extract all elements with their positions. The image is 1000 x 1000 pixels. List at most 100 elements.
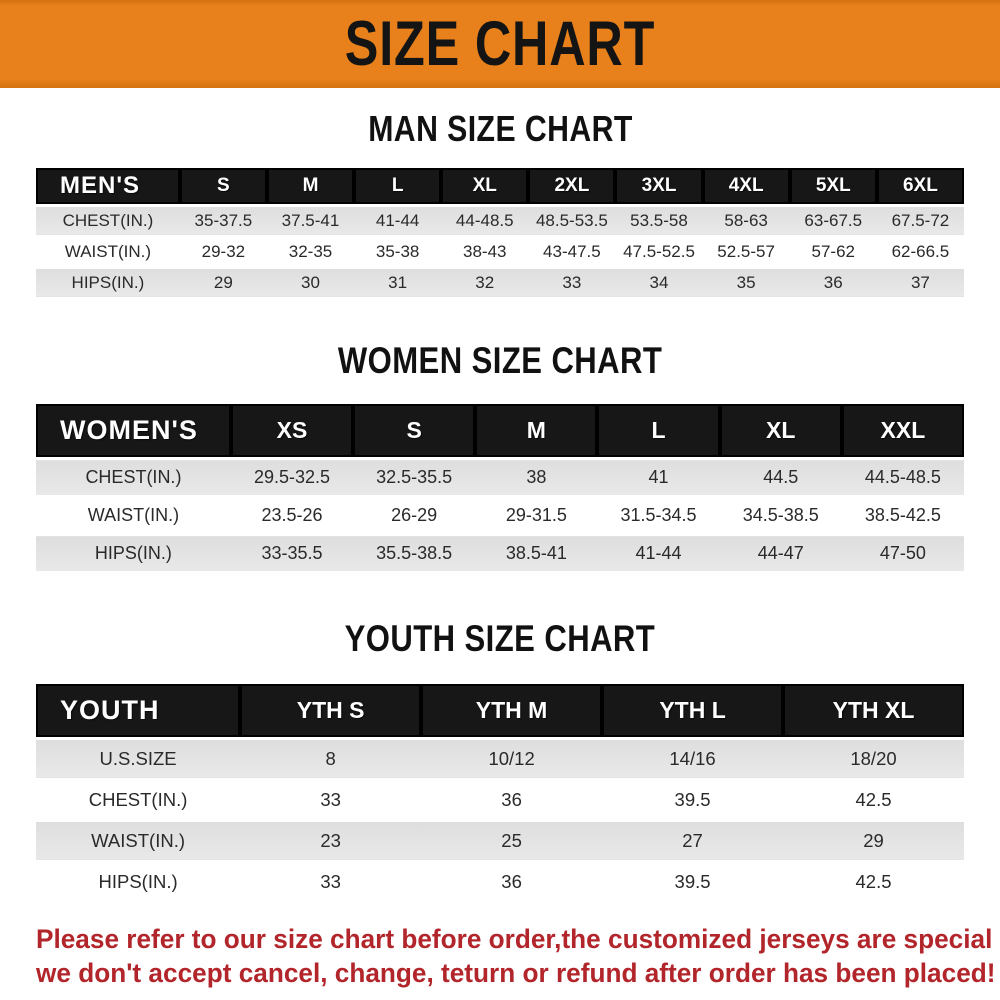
women-header-row: WOMEN'S XS S M L XL XXL	[36, 403, 964, 460]
women-size-chart-title: WOMEN SIZE CHART	[0, 340, 1000, 382]
women-hips-in-m: 38.5-41	[475, 534, 598, 574]
men-group-label: MEN'S	[36, 168, 180, 207]
women-waist-in-xl: 34.5-38.5	[719, 496, 842, 536]
women-hips-in-xl: 44-47	[719, 534, 842, 574]
women-row-chest-in: CHEST(IN.) 29.5-32.5 32.5-35.5 38 41 44.5 44.5…	[36, 458, 964, 498]
men-row-hips-in: HIPS(IN.) 29 30 31 32 33 34 35 36 37	[36, 267, 964, 300]
men-hips-in-3xl: 34	[615, 267, 703, 300]
men-header-row: MEN'S S M L XL 2XL 3XL 4XL 5XL 6XL	[36, 168, 964, 207]
youth-chest-in-yth-xl: 42.5	[783, 779, 964, 822]
men-chest-in-5xl: 63-67.5	[789, 205, 877, 238]
women-row-label: HIPS(IN.)	[36, 534, 231, 574]
women-waist-in-m: 29-31.5	[475, 496, 598, 536]
youth-row-waist-in: WAIST(IN.) 23 25 27 29	[36, 820, 964, 863]
men-hips-in-xl: 32	[441, 267, 529, 300]
men-size-table: MEN'S S M L XL 2XL 3XL 4XL 5XL 6XL CHEST(IN.) 35-37…	[36, 168, 964, 300]
youth-chest-in-yth-l: 39.5	[602, 779, 784, 822]
women-chest-in-l: 41	[597, 458, 720, 498]
men-hips-in-2xl: 33	[528, 267, 616, 300]
order-disclaimer-line2: we don't accept cancel, change, teturn o…	[36, 957, 996, 988]
women-waist-in-xs: 23.5-26	[230, 496, 354, 536]
women-size-table: WOMEN'S XS S M L XL XXL CHEST(IN.) 29.5-32.5 32.5…	[36, 403, 964, 574]
men-col-s: S	[179, 168, 267, 207]
men-col-m: M	[266, 168, 355, 207]
men-col-5xl: 5XL	[789, 168, 877, 207]
youth-row-label: U.S.SIZE	[36, 738, 241, 781]
women-chest-in-m: 38	[475, 458, 598, 498]
women-row-waist-in: WAIST(IN.) 23.5-26 26-29 29-31.5 31.5-34.5 34…	[36, 496, 964, 536]
youth-hips-in-yth-l: 39.5	[602, 861, 784, 904]
women-col-xxl: XXL	[841, 403, 964, 460]
youth-hips-in-yth-s: 33	[240, 861, 422, 904]
men-chest-in-2xl: 48.5-53.5	[528, 205, 616, 238]
men-waist-in-3xl: 47.5-52.5	[615, 236, 703, 269]
youth-u-s-size-yth-l: 14/16	[602, 738, 784, 781]
women-row-hips-in: HIPS(IN.) 33-35.5 35.5-38.5 38.5-41 41-44 44-…	[36, 534, 964, 574]
men-waist-in-xl: 38-43	[441, 236, 529, 269]
men-row-label: CHEST(IN.)	[36, 205, 180, 238]
women-row-label: CHEST(IN.)	[36, 458, 231, 498]
youth-waist-in-yth-m: 25	[421, 820, 603, 863]
youth-u-s-size-yth-xl: 18/20	[783, 738, 964, 781]
youth-col-yth-s: YTH S	[240, 684, 422, 740]
men-col-6xl: 6XL	[876, 168, 964, 207]
men-hips-in-4xl: 35	[702, 267, 790, 300]
men-row-chest-in: CHEST(IN.) 35-37.5 37.5-41 41-44 44-48.5 48.5…	[36, 205, 964, 238]
women-waist-in-s: 26-29	[353, 496, 476, 536]
youth-row-chest-in: CHEST(IN.) 33 36 39.5 42.5	[36, 779, 964, 822]
men-waist-in-6xl: 62-66.5	[876, 236, 964, 269]
men-hips-in-6xl: 37	[876, 267, 964, 300]
women-chest-in-xxl: 44.5-48.5	[841, 458, 964, 498]
men-hips-in-5xl: 36	[789, 267, 877, 300]
youth-col-yth-xl: YTH XL	[783, 684, 964, 740]
men-chest-in-4xl: 58-63	[702, 205, 790, 238]
youth-u-s-size-yth-s: 8	[240, 738, 422, 781]
men-chest-in-l: 41-44	[354, 205, 442, 238]
man-size-chart-title: MAN SIZE CHART	[0, 108, 1000, 150]
men-hips-in-m: 30	[266, 267, 355, 300]
men-chest-in-m: 37.5-41	[266, 205, 355, 238]
youth-chest-in-yth-s: 33	[240, 779, 422, 822]
youth-group-label: YOUTH	[36, 684, 241, 740]
order-disclaimer: Please refer to our size chart before or…	[0, 922, 1000, 990]
order-disclaimer-line1: Please refer to our size chart before or…	[36, 923, 1000, 954]
men-waist-in-4xl: 52.5-57	[702, 236, 790, 269]
women-col-s: S	[353, 403, 476, 460]
youth-waist-in-yth-xl: 29	[783, 820, 964, 863]
men-row-label: HIPS(IN.)	[36, 267, 180, 300]
men-col-3xl: 3XL	[615, 168, 703, 207]
men-waist-in-m: 32-35	[266, 236, 355, 269]
youth-col-yth-l: YTH L	[602, 684, 784, 740]
women-waist-in-xxl: 38.5-42.5	[841, 496, 964, 536]
size-chart-banner-title: SIZE CHART	[344, 9, 656, 79]
women-row-label: WAIST(IN.)	[36, 496, 231, 536]
women-size-chart-title-text: WOMEN SIZE CHART	[337, 339, 663, 381]
men-chest-in-xl: 44-48.5	[441, 205, 529, 238]
women-hips-in-xxl: 47-50	[841, 534, 964, 574]
women-col-m: M	[475, 403, 598, 460]
women-group-label: WOMEN'S	[36, 403, 231, 460]
youth-row-label: HIPS(IN.)	[36, 861, 241, 904]
women-hips-in-xs: 33-35.5	[230, 534, 354, 574]
women-chest-in-xs: 29.5-32.5	[230, 458, 354, 498]
men-chest-in-6xl: 67.5-72	[876, 205, 964, 238]
men-hips-in-s: 29	[179, 267, 267, 300]
women-col-l: L	[597, 403, 720, 460]
youth-chest-in-yth-m: 36	[421, 779, 603, 822]
size-chart-banner: SIZE CHART	[0, 0, 1000, 88]
youth-row-hips-in: HIPS(IN.) 33 36 39.5 42.5	[36, 861, 964, 904]
women-col-xl: XL	[719, 403, 842, 460]
youth-size-table: YOUTH YTH S YTH M YTH L YTH XL U.S.SIZE 8 10/12…	[36, 684, 964, 904]
youth-row-label: WAIST(IN.)	[36, 820, 241, 863]
women-hips-in-s: 35.5-38.5	[353, 534, 476, 574]
men-waist-in-l: 35-38	[354, 236, 442, 269]
women-hips-in-l: 41-44	[597, 534, 720, 574]
youth-hips-in-yth-xl: 42.5	[783, 861, 964, 904]
men-row-label: WAIST(IN.)	[36, 236, 180, 269]
men-chest-in-s: 35-37.5	[179, 205, 267, 238]
women-waist-in-l: 31.5-34.5	[597, 496, 720, 536]
youth-waist-in-yth-s: 23	[240, 820, 422, 863]
youth-size-chart-title: YOUTH SIZE CHART	[0, 618, 1000, 660]
men-row-waist-in: WAIST(IN.) 29-32 32-35 35-38 38-43 43-47.5 47.…	[36, 236, 964, 269]
youth-size-chart-title-text: YOUTH SIZE CHART	[344, 618, 656, 659]
